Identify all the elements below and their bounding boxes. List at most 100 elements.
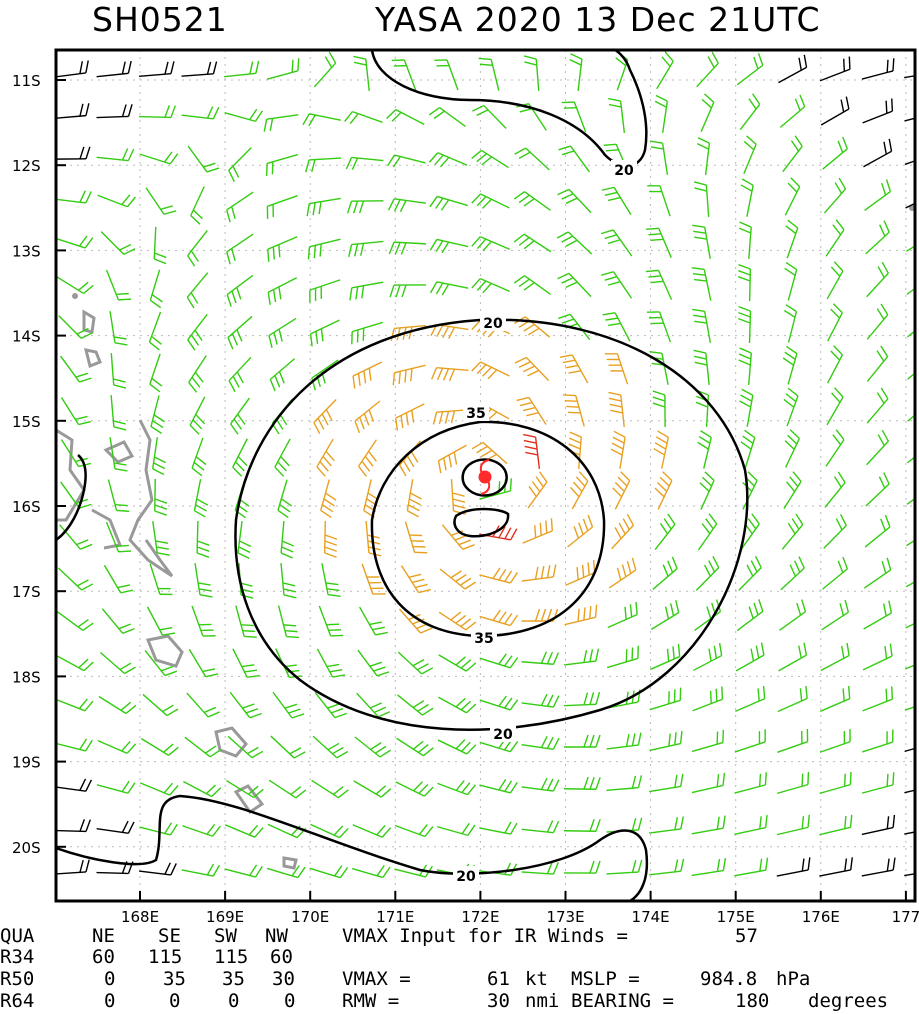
wind-barb — [647, 185, 671, 217]
wind-barb — [277, 479, 293, 519]
wind-barb — [348, 240, 384, 258]
barb-flag — [482, 240, 492, 252]
barb-flag — [844, 816, 847, 829]
wind-analysis-map: 20 20 35 35 20 20 11S 12S 13S 14S 15S 16S 17S 18S 19S… — [12, 48, 919, 926]
barb-flag — [881, 560, 887, 574]
barb-flag — [503, 655, 513, 667]
barb-flag — [121, 61, 126, 75]
barb-flag — [244, 669, 258, 673]
barb-flag — [254, 827, 264, 838]
barb-flag — [279, 413, 288, 426]
wind-barb — [782, 345, 798, 385]
wind-barb — [182, 823, 221, 837]
barb-flag — [839, 603, 845, 616]
barb-flag — [738, 227, 752, 234]
barb-flag — [849, 814, 853, 828]
wind-barb — [274, 438, 291, 477]
barb-flag — [461, 741, 471, 752]
barb-flag — [675, 902, 678, 914]
barb-flag — [420, 627, 433, 634]
barb-flag — [617, 476, 628, 487]
barb-flag — [163, 210, 177, 215]
barb-flag — [842, 136, 848, 150]
barb-flag — [626, 561, 632, 574]
barb-flag — [498, 611, 507, 623]
contour-label-bg — [480, 313, 506, 331]
wind-barb — [906, 539, 915, 547]
barb-flag — [558, 145, 571, 151]
barb-flag — [124, 666, 136, 675]
barb-flag — [329, 668, 343, 673]
wind-barb — [237, 521, 252, 560]
barb-flag — [194, 329, 203, 342]
barb-flag — [589, 649, 594, 662]
wind-barb — [864, 514, 891, 548]
barb-flag — [332, 674, 346, 678]
wind-barb — [344, 110, 383, 125]
rmw-unit: nmi — [525, 990, 560, 1012]
barb-flag — [286, 635, 300, 639]
barb-flag — [249, 61, 254, 75]
wind-barb — [309, 865, 349, 879]
barb-flag — [302, 113, 310, 126]
contour-label: 20 — [456, 869, 476, 885]
wind-barb — [738, 347, 753, 386]
barb-flag — [79, 778, 87, 791]
barb-flag — [482, 366, 492, 377]
barb-flag — [417, 744, 429, 754]
barb-flag — [359, 417, 365, 430]
barb-flag — [603, 143, 617, 146]
wind-barb — [227, 315, 253, 350]
wind-barb — [270, 735, 306, 759]
barb-flag — [164, 61, 169, 75]
barb-flag — [169, 823, 178, 836]
wind-barb — [96, 104, 133, 119]
wind-barb — [387, 198, 426, 213]
wind-barb — [346, 200, 384, 214]
barb-flag — [442, 368, 450, 381]
barb-flag — [153, 462, 166, 470]
lon-label: 173E — [546, 908, 584, 926]
wind-barb — [650, 600, 680, 630]
barb-flag — [149, 341, 160, 351]
barb-flag — [833, 261, 844, 272]
wind-barb — [100, 231, 136, 255]
wind-barb — [820, 686, 851, 712]
wind-barb — [430, 367, 469, 382]
barb-flag — [369, 702, 383, 709]
barb-flag — [226, 251, 231, 265]
wind-barb — [784, 261, 798, 301]
barb-flag — [785, 261, 798, 271]
wind-barb — [56, 778, 93, 792]
barb-flag — [798, 556, 805, 569]
barb-flag — [480, 449, 493, 458]
barb-flag — [278, 371, 285, 384]
wind-barb — [820, 96, 850, 126]
barb-flag — [248, 785, 259, 795]
barb-flag — [888, 900, 890, 901]
barb-flag — [739, 347, 752, 354]
wind-barb — [349, 281, 384, 301]
barb-flag — [482, 282, 492, 294]
barb-flag — [274, 375, 281, 388]
barb-flag — [648, 233, 662, 236]
wind-barb — [784, 429, 800, 468]
lon-label: 175E — [717, 908, 755, 926]
barb-flag — [78, 235, 88, 247]
barb-flag — [759, 858, 763, 872]
longitude-labels: 168E 169E 170E 171E 172E 173E 174E 175E 176E 177 — [121, 908, 919, 926]
wind-barb — [825, 219, 845, 257]
barb-flag — [278, 244, 281, 258]
lat-label: 16S — [12, 498, 41, 516]
barb-flag — [307, 246, 311, 260]
barb-flag — [842, 688, 845, 702]
barb-flag — [846, 900, 848, 901]
barb-flag — [498, 695, 507, 707]
wind-barb — [783, 471, 802, 509]
barb-flag — [835, 219, 845, 231]
wind-barb — [611, 513, 635, 550]
wind-barb — [361, 563, 386, 595]
wind-barb — [650, 643, 681, 671]
wind-barb — [652, 556, 678, 590]
bearing-value: 180 — [735, 990, 770, 1012]
